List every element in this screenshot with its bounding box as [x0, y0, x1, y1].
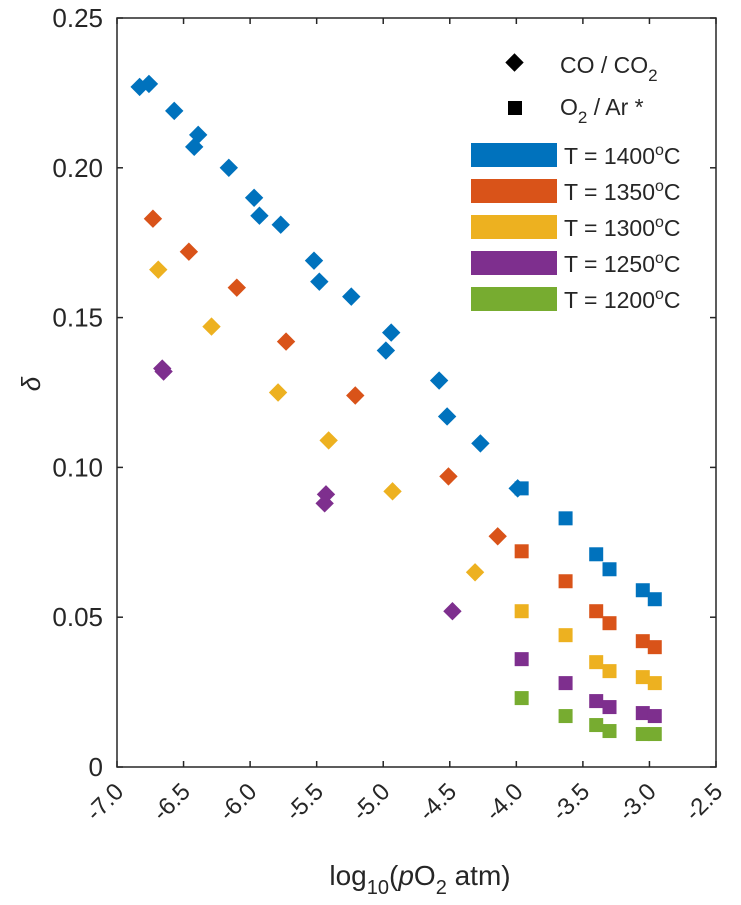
y-tick-label: 0.05: [52, 602, 103, 632]
data-point-diamond: [271, 215, 290, 234]
x-axis-label: log10(pO2 atm): [329, 860, 510, 899]
legend-series-label: T = 1350oC: [564, 178, 681, 205]
data-point-square: [514, 604, 529, 619]
data-point-diamond: [437, 407, 457, 426]
data-point-diamond: [219, 158, 239, 177]
data-point-square: [635, 583, 650, 598]
legend-swatch: [471, 251, 557, 275]
legend-swatch: [471, 143, 557, 167]
data-point-square: [558, 574, 573, 589]
data-point-square: [635, 706, 650, 721]
data-point-diamond: [346, 386, 365, 405]
legend-swatch: [471, 179, 557, 203]
data-point-square: [602, 724, 617, 739]
data-point-diamond: [319, 431, 338, 450]
data-point-diamond: [268, 383, 288, 402]
y-tick-label: 0.25: [52, 3, 103, 33]
data-point-square: [514, 481, 529, 496]
y-tick-label: 0.20: [52, 153, 103, 183]
data-point-square: [635, 727, 650, 742]
legend-marker-square: [508, 101, 522, 115]
y-tick-label: 0.10: [52, 452, 103, 482]
data-point-diamond: [143, 209, 163, 228]
data-point-diamond: [276, 332, 296, 351]
data-point-square: [602, 664, 617, 679]
data-point-diamond: [443, 602, 462, 621]
data-point-diamond: [439, 467, 458, 486]
data-point-diamond: [165, 101, 184, 121]
y-tick-label: 0.15: [52, 303, 103, 333]
y-axis-label: δ: [16, 376, 46, 391]
data-point-square: [602, 616, 617, 631]
legend-label-co-co2: CO / CO2: [560, 52, 658, 85]
y-tick-label: 0: [89, 752, 103, 782]
legend-series-label: T = 1250oC: [564, 250, 681, 277]
data-point-square: [589, 694, 604, 709]
data-point-square: [635, 634, 650, 649]
plot-area-frame: [116, 17, 717, 768]
data-point-diamond: [383, 482, 402, 501]
data-point-square: [558, 709, 573, 724]
data-point-diamond: [376, 341, 396, 360]
data-point-square: [647, 709, 662, 724]
data-point-square: [647, 640, 662, 655]
data-point-square: [558, 676, 573, 691]
data-markers: [130, 74, 662, 742]
legend-series: T = 1400oC T = 1350oC T = 1300oC T = 1250oC…: [471, 142, 681, 313]
legend-series-label: T = 1300oC: [564, 214, 681, 241]
data-point-square: [647, 676, 662, 691]
data-point-diamond: [304, 251, 324, 270]
data-point-diamond: [488, 527, 507, 546]
data-point-diamond: [429, 371, 449, 390]
data-point-square: [647, 727, 662, 742]
legend-marker-diamond: [505, 53, 524, 72]
data-point-diamond: [149, 260, 168, 279]
data-point-square: [558, 511, 573, 526]
data-point-square: [558, 628, 573, 643]
y-axis-ticks: 0 0.05 0.10 0.15 0.20 0.25: [52, 3, 716, 782]
data-point-square: [514, 652, 529, 667]
data-point-diamond: [139, 74, 159, 94]
data-point-diamond: [382, 323, 401, 342]
data-point-square: [602, 700, 617, 715]
data-point-square: [514, 691, 529, 706]
data-point-diamond: [154, 362, 173, 381]
data-point-square: [602, 562, 617, 577]
data-point-diamond: [185, 137, 204, 157]
data-point-diamond: [310, 272, 329, 291]
legend-swatch: [471, 287, 557, 311]
legend-swatch: [471, 215, 557, 239]
data-point-diamond: [471, 434, 490, 453]
data-point-square: [647, 592, 662, 607]
data-point-diamond: [250, 206, 269, 225]
legend-label-o2-ar: O2 / Ar *: [560, 94, 644, 127]
data-point-square: [514, 544, 529, 559]
data-point-diamond: [202, 317, 221, 336]
data-point-diamond: [227, 278, 246, 297]
legend-series-label: T = 1400oC: [564, 142, 681, 169]
data-point-square: [589, 604, 604, 619]
data-point-diamond: [465, 563, 485, 582]
data-point-diamond: [315, 494, 334, 513]
data-point-square: [635, 670, 650, 685]
legend-series-label: T = 1200oC: [564, 286, 681, 313]
data-point-diamond: [342, 287, 361, 306]
data-point-square: [589, 547, 604, 562]
data-point-square: [589, 718, 604, 733]
data-point-square: [589, 655, 604, 670]
